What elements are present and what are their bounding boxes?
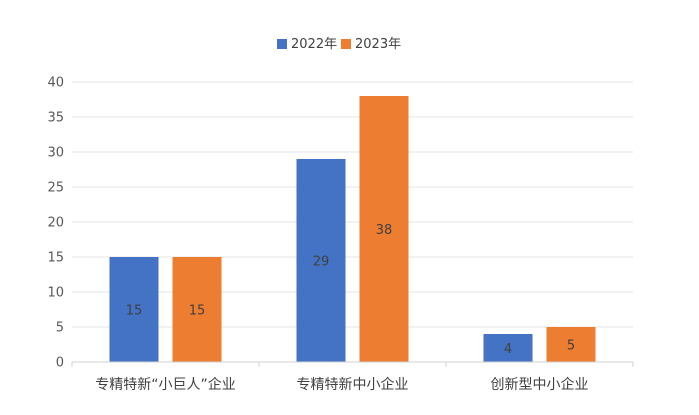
y-tick-label: 40: [47, 76, 64, 91]
y-tick-label: 10: [47, 286, 64, 301]
data-label: 15: [126, 304, 143, 319]
data-label: 4: [504, 342, 512, 357]
bar-2-3: [546, 327, 596, 362]
legend-swatch-1: [277, 39, 287, 49]
x-category-label: 专精特新“小巨人”企业: [95, 376, 236, 393]
y-tick-label: 20: [47, 216, 64, 231]
y-tick-label: 25: [47, 181, 64, 196]
bar-2-2: [359, 96, 409, 362]
data-labels: 15 15 29 38 4 5: [126, 223, 575, 357]
y-tick-label: 35: [47, 111, 64, 126]
y-tick-label: 15: [47, 251, 64, 266]
bars: [109, 96, 596, 362]
bar-1-1: [109, 257, 159, 362]
y-tick-label: 0: [56, 356, 64, 371]
legend-swatch-2: [341, 39, 351, 49]
gridlines: [72, 81, 633, 328]
data-label: 5: [567, 339, 575, 354]
data-label: 15: [189, 304, 206, 319]
x-category-label: 创新型中小企业: [491, 376, 589, 393]
data-label: 38: [376, 223, 393, 238]
y-tick-label: 30: [47, 146, 64, 161]
legend-label-2: 2023年: [355, 37, 401, 52]
y-axis: 0 5 10 15 20 25 30 35 40: [47, 76, 64, 371]
legend-label-1: 2022年: [291, 37, 337, 52]
y-tick-label: 5: [56, 321, 64, 336]
x-axis: 专精特新“小巨人”企业 专精特新中小企业 创新型中小企业: [71, 361, 634, 393]
bar-1-2: [296, 159, 346, 362]
data-label: 29: [313, 255, 330, 270]
legend: 2022年 2023年: [277, 37, 401, 52]
bar-2-1: [172, 257, 222, 362]
x-category-label: 专精特新中小企业: [297, 376, 409, 393]
bar-1-3: [483, 334, 533, 362]
